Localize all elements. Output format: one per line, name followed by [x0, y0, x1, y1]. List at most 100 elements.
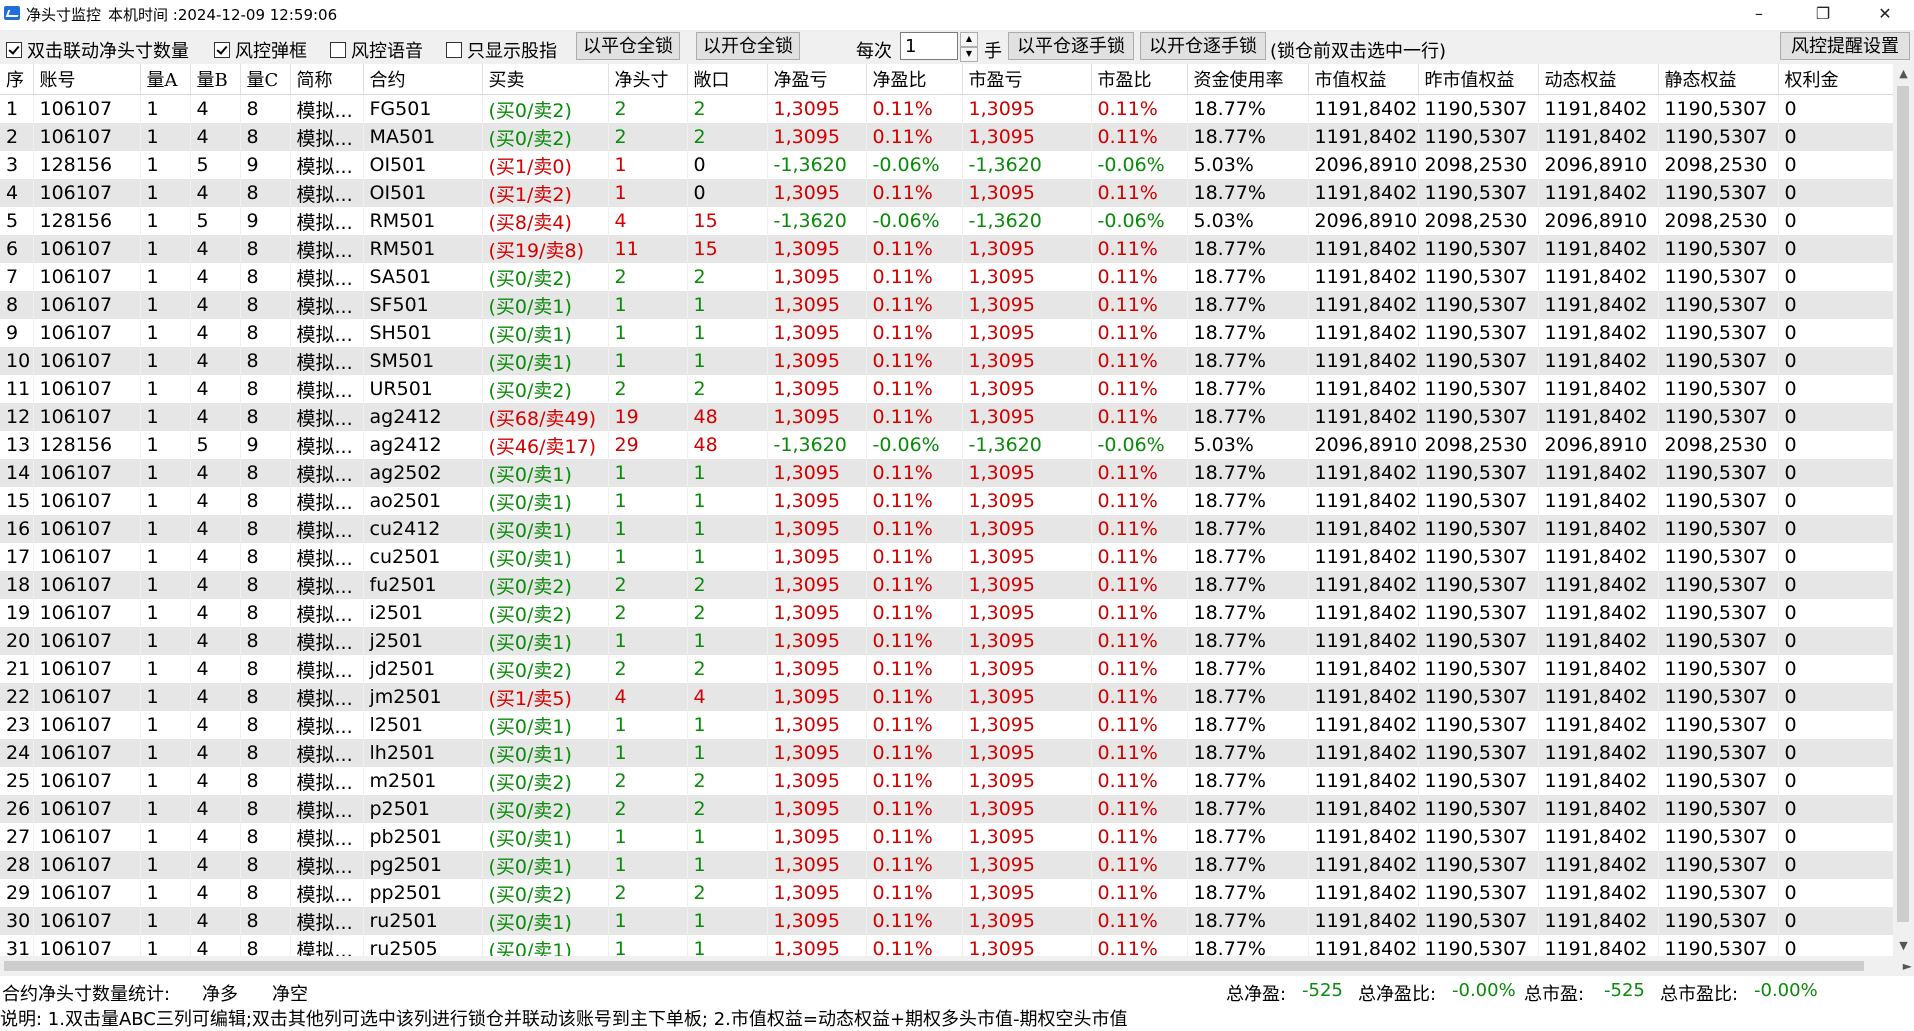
table-cell[interactable]: 1: [687, 907, 768, 935]
table-cell[interactable]: 1,3095: [962, 403, 1092, 431]
table-cell[interactable]: 106107: [33, 291, 141, 319]
table-cell[interactable]: 1,3095: [767, 851, 867, 879]
table-cell[interactable]: 106107: [33, 543, 141, 571]
table-cell[interactable]: 1,3095: [767, 739, 867, 767]
table-cell[interactable]: 7: [0, 263, 34, 291]
table-cell[interactable]: 9: [240, 151, 291, 179]
table-cell[interactable]: 1,3095: [962, 94, 1092, 123]
table-cell[interactable]: 1191,8402: [1538, 851, 1659, 879]
table-cell[interactable]: 1,3095: [767, 571, 867, 599]
table-cell[interactable]: 模拟...: [290, 683, 364, 711]
table-cell[interactable]: 31: [0, 935, 34, 956]
table-cell[interactable]: 1: [140, 851, 191, 879]
table-cell[interactable]: 1: [608, 935, 688, 956]
table-cell[interactable]: 0: [1778, 123, 1893, 151]
table-cell[interactable]: 1: [140, 235, 191, 263]
table-cell[interactable]: 18.77%: [1187, 935, 1309, 956]
table-cell[interactable]: 1,3095: [767, 347, 867, 375]
table-cell[interactable]: 1: [140, 94, 191, 123]
table-cell[interactable]: 1: [140, 515, 191, 543]
table-cell[interactable]: 8: [240, 179, 291, 207]
table-cell[interactable]: 1,3095: [767, 683, 867, 711]
column-header[interactable]: 买卖: [482, 64, 609, 95]
scroll-up-icon[interactable]: ▲: [1899, 67, 1908, 80]
table-cell[interactable]: 2: [687, 655, 768, 683]
table-cell[interactable]: (买8/卖4): [482, 207, 609, 235]
table-cell[interactable]: 1191,8402: [1308, 179, 1419, 207]
table-row[interactable]: 22 106107 1 4 8 模拟... jm2501 (买1/卖5) 4 4 1,3095 0.1…: [0, 683, 1893, 711]
table-cell[interactable]: 1190,5307: [1418, 123, 1539, 151]
table-cell[interactable]: 5: [190, 151, 241, 179]
table-cell[interactable]: 1: [140, 907, 191, 935]
table-cell[interactable]: 2: [608, 767, 688, 795]
column-header[interactable]: 账号: [33, 64, 141, 95]
table-cell[interactable]: 1191,8402: [1308, 879, 1419, 907]
maximize-button[interactable]: ❐: [1815, 4, 1831, 23]
table-cell[interactable]: 1,3095: [767, 711, 867, 739]
table-cell[interactable]: (买0/卖1): [482, 711, 609, 739]
table-cell[interactable]: 1190,5307: [1658, 235, 1779, 263]
table-cell[interactable]: 模拟...: [290, 879, 364, 907]
table-cell[interactable]: 2: [608, 599, 688, 627]
table-cell[interactable]: 1: [608, 851, 688, 879]
table-cell[interactable]: 18.77%: [1187, 543, 1309, 571]
table-cell[interactable]: 1190,5307: [1418, 179, 1539, 207]
table-cell[interactable]: 1,3095: [767, 291, 867, 319]
table-cell[interactable]: 4: [190, 795, 241, 823]
table-cell[interactable]: 1: [140, 319, 191, 347]
table-cell[interactable]: 18.77%: [1187, 459, 1309, 487]
table-cell[interactable]: jd2501: [363, 655, 483, 683]
table-cell[interactable]: (买19/卖8): [482, 235, 609, 263]
table-cell[interactable]: 1191,8402: [1308, 739, 1419, 767]
table-cell[interactable]: 1191,8402: [1308, 515, 1419, 543]
column-header[interactable]: 昨市值权益: [1418, 64, 1539, 95]
table-cell[interactable]: 0.11%: [1091, 291, 1188, 319]
table-cell[interactable]: 0.11%: [1091, 179, 1188, 207]
table-cell[interactable]: -1,3620: [767, 207, 867, 235]
table-cell[interactable]: (买1/卖5): [482, 683, 609, 711]
table-cell[interactable]: 1191,8402: [1538, 767, 1659, 795]
table-cell[interactable]: 0.11%: [1091, 599, 1188, 627]
table-cell[interactable]: 2: [608, 375, 688, 403]
table-cell[interactable]: 1191,8402: [1308, 711, 1419, 739]
table-cell[interactable]: (买0/卖1): [482, 487, 609, 515]
table-cell[interactable]: lh2501: [363, 739, 483, 767]
table-cell[interactable]: 1191,8402: [1538, 179, 1659, 207]
table-cell[interactable]: 106107: [33, 459, 141, 487]
column-header[interactable]: 合约: [363, 64, 483, 95]
table-cell[interactable]: 23: [0, 711, 34, 739]
table-cell[interactable]: -1,3620: [962, 151, 1092, 179]
table-cell[interactable]: l2501: [363, 711, 483, 739]
table-cell[interactable]: 1191,8402: [1538, 319, 1659, 347]
table-cell[interactable]: 1190,5307: [1418, 403, 1539, 431]
table-cell[interactable]: 1190,5307: [1418, 851, 1539, 879]
table-cell[interactable]: 1: [608, 711, 688, 739]
table-cell[interactable]: 1191,8402: [1538, 291, 1659, 319]
table-cell[interactable]: 1191,8402: [1538, 739, 1659, 767]
column-header[interactable]: 净盈亏: [767, 64, 867, 95]
table-cell[interactable]: 1191,8402: [1538, 123, 1659, 151]
table-cell[interactable]: 4: [190, 319, 241, 347]
table-cell[interactable]: 106107: [33, 487, 141, 515]
table-cell[interactable]: 0.11%: [1091, 347, 1188, 375]
table-cell[interactable]: 25: [0, 767, 34, 795]
table-cell[interactable]: 模拟...: [290, 347, 364, 375]
table-cell[interactable]: 1190,5307: [1658, 291, 1779, 319]
table-cell[interactable]: 1,3095: [962, 347, 1092, 375]
table-cell[interactable]: 1190,5307: [1658, 627, 1779, 655]
table-cell[interactable]: 18.77%: [1187, 515, 1309, 543]
table-cell[interactable]: 1,3095: [962, 235, 1092, 263]
scroll-right-icon[interactable]: ►: [1902, 959, 1912, 973]
table-cell[interactable]: (买0/卖2): [482, 767, 609, 795]
position-grid[interactable]: 序账号 量A 量B 量C 简称 合约 买卖 净头寸 敞口 净盈亏 净盈比 市盈亏 市盈比 资金使用率 市值权…: [0, 64, 1893, 956]
table-cell[interactable]: 1: [140, 207, 191, 235]
table-cell[interactable]: 106107: [33, 571, 141, 599]
table-cell[interactable]: 1: [140, 487, 191, 515]
table-cell[interactable]: 1191,8402: [1308, 375, 1419, 403]
table-cell[interactable]: 8: [240, 683, 291, 711]
table-cell[interactable]: 2098,2530: [1658, 207, 1779, 235]
link-net-position-checkbox[interactable]: 双击联动净头寸数量: [6, 37, 189, 63]
table-cell[interactable]: 8: [240, 823, 291, 851]
table-cell[interactable]: 0: [1778, 823, 1893, 851]
table-cell[interactable]: 0.11%: [1091, 907, 1188, 935]
